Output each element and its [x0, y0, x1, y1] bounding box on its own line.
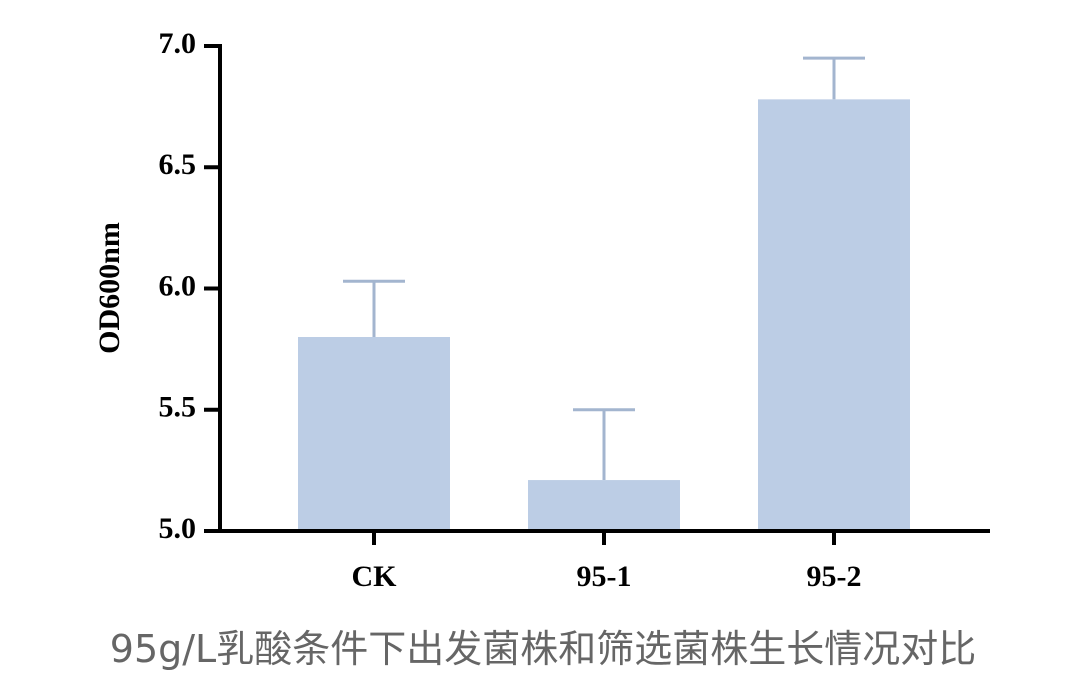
y-axis-label: OD600nm	[93, 222, 126, 354]
bar	[298, 337, 450, 531]
x-tick-label: 95-2	[807, 560, 862, 593]
y-tick-label: 5.0	[159, 512, 197, 545]
y-tick-label: 5.5	[159, 391, 197, 424]
x-tick-label: CK	[352, 560, 398, 593]
y-tick-label: 6.5	[159, 148, 197, 181]
y-tick-label: 6.0	[159, 269, 197, 302]
y-tick-label: 7.0	[159, 27, 197, 60]
bar	[758, 99, 910, 531]
bar	[528, 480, 680, 531]
x-tick-label: 95-1	[577, 560, 632, 593]
caption: 95g/L乳酸条件下出发菌株和筛选菌株生长情况对比	[110, 627, 976, 671]
